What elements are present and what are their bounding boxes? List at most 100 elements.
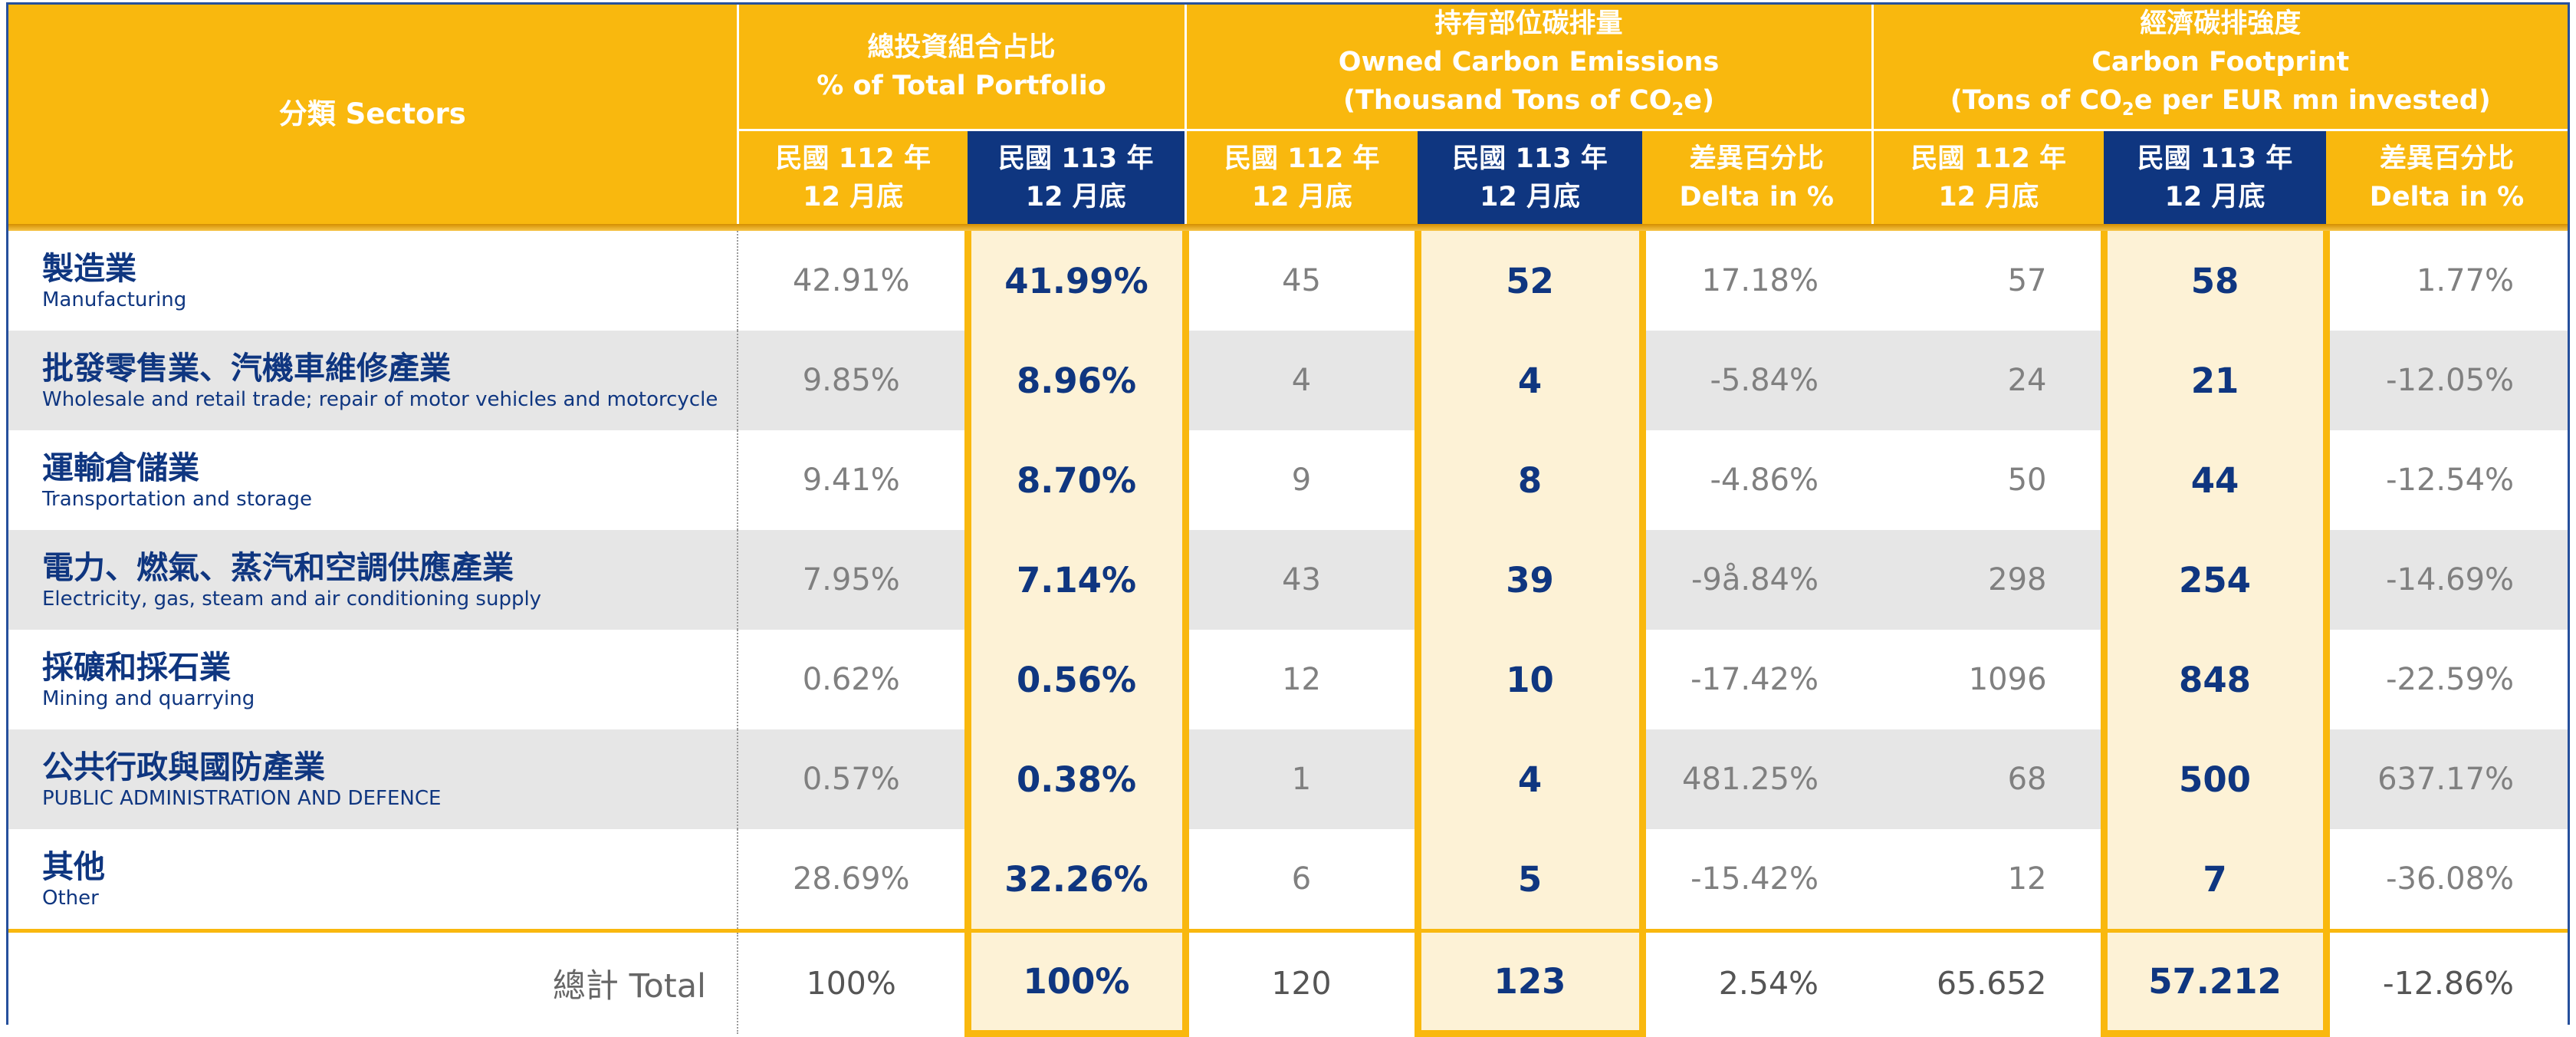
sector-name-zh: 公共行政與國防產業: [42, 749, 325, 785]
sector-column-header: 分類 Sectors: [8, 5, 738, 224]
sector-name-zh: 製造業: [42, 250, 136, 287]
table-row: 運輸倉儲業 Transportation and storage 9.41% 8.…: [8, 430, 2568, 530]
em-113-cell: 10: [1414, 630, 1646, 729]
portfolio-share-group-header: 總投資組合占比 % of Total Portfolio: [736, 5, 1186, 131]
sector-cell: 批發零售業、汽機車維修產業 Wholesale and retail trade;…: [8, 331, 738, 430]
pct-113-cell: 0.38%: [964, 729, 1189, 829]
table-row: 採礦和採石業 Mining and quarrying 0.62% 0.56% 1…: [8, 630, 2568, 729]
pct-113-cell: 7.14%: [964, 530, 1189, 630]
em-delta-cell: -4.86%: [1710, 463, 1819, 498]
em-delta-cell: -5.84%: [1642, 331, 1873, 430]
sector-cell: 公共行政與國防產業 PUBLIC ADMINISTRATION AND DEFEN…: [8, 729, 738, 829]
sector-cell: 運輸倉儲業 Transportation and storage: [8, 430, 738, 530]
fp-113-cell: 7: [2100, 829, 2330, 931]
fp-delta-cell: -12.05%: [2326, 331, 2568, 430]
em-delta-cell: -15.42%: [1691, 861, 1819, 897]
pct-112-cell: 0.57%: [738, 729, 968, 829]
sector-name-zh: 其他: [42, 848, 105, 885]
portfolio-share-title-en: % of Total Portfolio: [816, 71, 1106, 101]
sector-name-en: Electricity, gas, steam and air conditio…: [42, 588, 542, 611]
carbon-footprint-title-zh: 經濟碳排強度: [2140, 8, 2302, 39]
carbon-footprint-group-header: 經濟碳排強度 Carbon Footprint (Tons of CO2e pe…: [1871, 5, 2568, 131]
sector-cell: 其他 Other: [8, 829, 738, 931]
fp-113-cell: 44: [2100, 430, 2330, 530]
pct-113-cell: 0.56%: [964, 630, 1189, 729]
fp-delta-cell: 1.77%: [2416, 263, 2515, 298]
sector-name-en: PUBLIC ADMINISTRATION AND DEFENCE: [42, 787, 442, 810]
pct-113-cell: 8.70%: [964, 430, 1189, 530]
sector-name-en: Transportation and storage: [42, 488, 312, 511]
em-112-cell: 45: [1282, 263, 1321, 298]
sector-name-zh: 運輸倉儲業: [42, 449, 199, 486]
em-113-header: 民國 113 年 12 月底: [1418, 130, 1643, 224]
em-112-cell: 6: [1291, 861, 1312, 897]
total-fp-delta: -12.86%: [2326, 929, 2568, 1034]
fp-112-cell: 57: [2007, 263, 2047, 298]
fp-delta-cell: -12.54%: [2386, 463, 2515, 498]
em-112-cell: 4: [1185, 331, 1418, 430]
pct-113-cell: 8.96%: [964, 331, 1189, 430]
total-em-112: 120: [1185, 929, 1418, 1034]
fp-delta-cell: -14.69%: [2326, 530, 2568, 630]
owned-emissions-title-zh: 持有部位碳排量: [1434, 8, 1623, 39]
sector-cell: 電力、燃氣、蒸汽和空調供應產業 Electricity, gas, steam a…: [8, 530, 738, 630]
fp-112-header: 民國 112 年 12 月底: [1871, 130, 2104, 224]
owned-emissions-group-header: 持有部位碳排量 Owned Carbon Emissions (Thousand…: [1184, 5, 1873, 131]
pct-113-cell: 32.26%: [964, 829, 1189, 931]
owned-emissions-unit: (Thousand Tons of CO2e): [1342, 85, 1715, 120]
pct-112-cell: 9.41%: [802, 463, 900, 498]
total-row: 總計 Total 100% 100% 120 123 2.54% 65.652 …: [8, 929, 2568, 1037]
table-row: 批發零售業、汽機車維修產業 Wholesale and retail trade;…: [8, 331, 2568, 430]
em-delta-cell: 481.25%: [1642, 729, 1873, 829]
total-label: 總計 Total: [8, 929, 738, 1034]
em-113-cell: 8: [1414, 430, 1646, 530]
fp-delta-header: 差異百分比 Delta in %: [2326, 130, 2568, 224]
pct-113-header: 民國 113 年 12 月底: [968, 130, 1186, 224]
total-pct-112: 100%: [738, 929, 968, 1034]
table-row: 製造業 Manufacturing 42.91% 41.99% 45 52 17.…: [8, 231, 2568, 331]
sector-name-en: Wholesale and retail trade; repair of mo…: [42, 388, 718, 411]
fp-112-cell: 24: [1872, 331, 2104, 430]
total-em-delta: 2.54%: [1642, 929, 1873, 1034]
table-row: 電力、燃氣、蒸汽和空調供應產業 Electricity, gas, steam a…: [8, 530, 2568, 630]
em-delta-cell: -9å.84%: [1642, 530, 1873, 630]
total-em-113: 123: [1414, 929, 1646, 1037]
fp-112-cell: 50: [2007, 463, 2047, 498]
sector-name-en: Other: [42, 887, 99, 910]
fp-113-cell: 21: [2100, 331, 2330, 430]
fp-113-cell: 500: [2100, 729, 2330, 829]
sector-name-en: Mining and quarrying: [42, 687, 255, 710]
em-delta-header: 差異百分比 Delta in %: [1642, 130, 1873, 224]
carbon-footprint-title-en: Carbon Footprint: [2091, 47, 2350, 77]
em-112-cell: 1: [1185, 729, 1418, 829]
fp-delta-cell: -36.08%: [2386, 861, 2515, 897]
total-pct-113: 100%: [964, 929, 1189, 1037]
table-row: 公共行政與國防產業 PUBLIC ADMINISTRATION AND DEFEN…: [8, 729, 2568, 829]
em-delta-cell: -17.42%: [1691, 662, 1819, 697]
fp-112-cell: 68: [1872, 729, 2104, 829]
em-112-cell: 9: [1291, 463, 1312, 498]
header-shadow: [8, 224, 2568, 231]
total-fp-112: 65.652: [1872, 929, 2104, 1034]
fp-112-cell: 1096: [1968, 662, 2047, 697]
fp-112-cell: 12: [2007, 861, 2047, 897]
pct-113-cell: 41.99%: [964, 231, 1189, 331]
sector-name-zh: 電力、燃氣、蒸汽和空調供應產業: [42, 549, 514, 586]
carbon-footprint-unit: (Tons of CO2e per EUR mn invested): [1950, 85, 2491, 120]
em-113-cell: 4: [1414, 331, 1646, 430]
total-fp-113: 57.212: [2100, 929, 2330, 1037]
pct-112-cell: 9.85%: [738, 331, 968, 430]
portfolio-share-title-zh: 總投資組合占比: [867, 32, 1056, 63]
table-row: 其他 Other 28.69% 32.26% 6 5 -15.42% 12 7 -…: [8, 829, 2568, 931]
owned-emissions-title-en: Owned Carbon Emissions: [1338, 47, 1720, 77]
em-delta-cell: 17.18%: [1701, 263, 1819, 298]
em-112-cell: 43: [1185, 530, 1418, 630]
sector-name-zh: 批發零售業、汽機車維修產業: [42, 350, 451, 387]
pct-112-cell: 28.69%: [792, 861, 910, 897]
sector-cell: 採礦和採石業 Mining and quarrying: [8, 630, 738, 729]
fp-delta-cell: -22.59%: [2386, 662, 2515, 697]
sector-name-en: Manufacturing: [42, 288, 187, 311]
em-113-cell: 4: [1414, 729, 1646, 829]
sector-name-zh: 採礦和採石業: [42, 649, 231, 686]
em-113-cell: 39: [1414, 530, 1646, 630]
